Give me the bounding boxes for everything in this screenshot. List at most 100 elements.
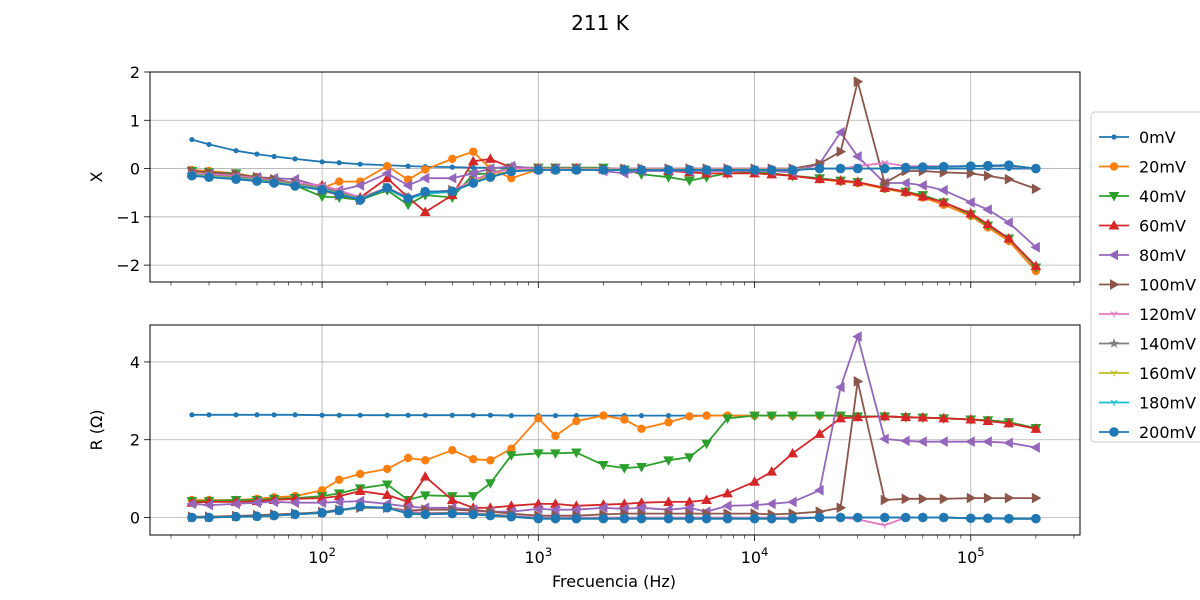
data-point bbox=[900, 512, 911, 523]
data-point bbox=[381, 480, 393, 490]
data-point bbox=[879, 433, 889, 445]
data-point bbox=[449, 164, 455, 170]
data-point bbox=[571, 165, 582, 175]
data-point bbox=[552, 413, 559, 419]
legend-item: 40mV bbox=[1099, 187, 1186, 206]
data-point bbox=[403, 453, 413, 463]
legend-item: 20mV bbox=[1099, 158, 1186, 177]
data-point bbox=[419, 471, 431, 481]
data-point bbox=[420, 509, 431, 520]
data-point bbox=[722, 513, 733, 524]
data-point bbox=[1113, 311, 1118, 315]
data-point bbox=[402, 180, 413, 191]
data-point bbox=[446, 494, 458, 504]
data-point bbox=[1003, 233, 1015, 243]
series-40mV bbox=[186, 163, 1042, 274]
data-point bbox=[938, 184, 948, 196]
legend-item: 180mV bbox=[1099, 394, 1196, 413]
data-point bbox=[638, 413, 645, 419]
x-tick-label: 104 bbox=[741, 545, 769, 567]
data-point bbox=[269, 178, 279, 188]
data-point bbox=[233, 148, 239, 154]
data-point bbox=[684, 165, 695, 175]
data-point bbox=[1110, 311, 1115, 315]
data-point bbox=[938, 512, 949, 523]
data-point bbox=[317, 184, 327, 195]
data-point bbox=[403, 193, 413, 204]
x-tick-label: 105 bbox=[957, 545, 985, 567]
data-point bbox=[268, 496, 279, 508]
data-point bbox=[966, 168, 977, 179]
data-point bbox=[420, 186, 431, 197]
data-point bbox=[1108, 192, 1120, 202]
legend-label: 0mV bbox=[1139, 128, 1176, 147]
panel-r: 0 2 4 102 103 104 105 R (Ω) bbox=[87, 324, 1081, 567]
data-point bbox=[722, 165, 733, 175]
data-point bbox=[965, 413, 977, 424]
data-point bbox=[189, 136, 195, 143]
data-point bbox=[1004, 492, 1015, 504]
data-point bbox=[1108, 219, 1120, 230]
data-point bbox=[918, 493, 929, 505]
data-point bbox=[982, 218, 994, 229]
data-point bbox=[419, 206, 431, 216]
data-point bbox=[749, 476, 760, 486]
data-point bbox=[269, 510, 279, 521]
data-point bbox=[766, 165, 777, 175]
legend-label: 160mV bbox=[1139, 364, 1196, 383]
data-point bbox=[787, 513, 798, 524]
data-point bbox=[636, 165, 647, 175]
data-point bbox=[319, 159, 325, 165]
legend-item: 120mV bbox=[1099, 305, 1196, 324]
data-point bbox=[1031, 513, 1041, 524]
data-point bbox=[939, 493, 950, 505]
data-point bbox=[852, 151, 862, 162]
plot-panels: −2 −1 0 1 2 X 0 2 4 102 103 104 105 R (Ω) bbox=[87, 63, 1081, 567]
data-point bbox=[357, 161, 363, 167]
legend-item: 80mV bbox=[1099, 246, 1186, 265]
data-point bbox=[620, 415, 629, 424]
data-point bbox=[467, 492, 479, 502]
data-point bbox=[918, 512, 928, 523]
data-point bbox=[663, 496, 674, 506]
data-point bbox=[701, 494, 712, 504]
data-point bbox=[879, 512, 890, 523]
data-point bbox=[852, 512, 863, 523]
data-point bbox=[206, 141, 212, 148]
y-tick-label: 4 bbox=[130, 353, 140, 372]
data-point bbox=[447, 508, 458, 519]
x-axis-label: Frecuencia (Hz) bbox=[552, 572, 676, 591]
data-point bbox=[231, 174, 241, 184]
data-point bbox=[448, 446, 457, 455]
data-point bbox=[881, 160, 886, 164]
axes-frame bbox=[149, 71, 1081, 283]
data-point bbox=[532, 503, 543, 515]
data-point bbox=[507, 174, 516, 183]
data-point bbox=[683, 502, 694, 514]
data-point bbox=[254, 412, 260, 418]
data-point bbox=[507, 444, 516, 453]
data-point bbox=[381, 168, 392, 179]
data-point bbox=[619, 513, 630, 524]
data-point bbox=[749, 165, 760, 175]
data-point bbox=[230, 498, 241, 510]
data-point bbox=[835, 163, 846, 174]
series-200mV bbox=[187, 501, 1041, 524]
data-point bbox=[1004, 173, 1015, 185]
data-point bbox=[766, 411, 778, 422]
data-point bbox=[403, 508, 413, 519]
data-point bbox=[534, 414, 543, 423]
chart-title: 211 K bbox=[571, 11, 630, 35]
data-point bbox=[254, 151, 260, 157]
data-point bbox=[382, 183, 392, 193]
y-tick-label: 1 bbox=[130, 111, 140, 130]
data-point bbox=[900, 435, 910, 447]
series-line bbox=[191, 164, 1037, 201]
data-point bbox=[204, 512, 214, 523]
data-point bbox=[983, 513, 993, 524]
data-point bbox=[938, 436, 948, 448]
series-group bbox=[186, 331, 1042, 529]
data-point bbox=[982, 436, 992, 448]
data-point bbox=[918, 162, 928, 172]
legend-item: 0mV bbox=[1099, 128, 1176, 147]
